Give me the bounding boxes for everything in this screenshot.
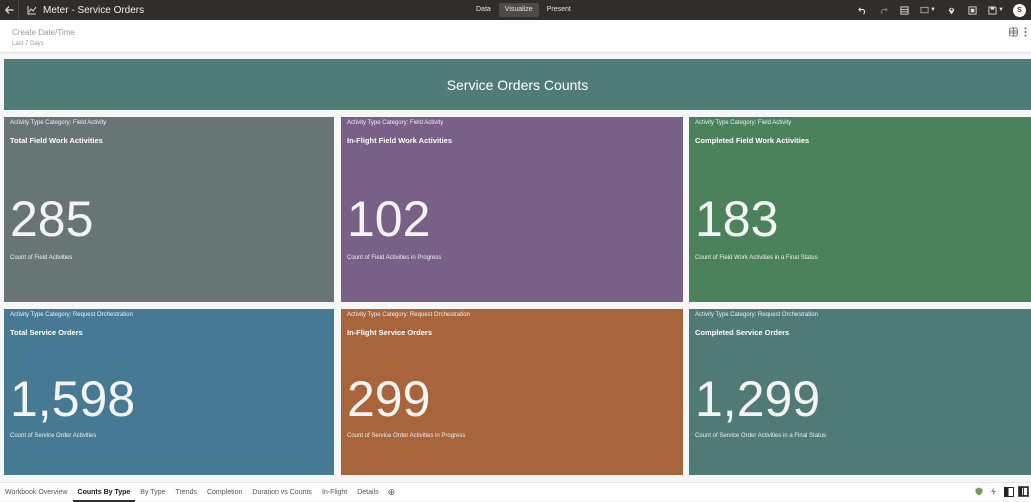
tile-subtitle: Count of Service Order Activities in Pro… [347,433,466,439]
filter-actions [1009,27,1027,37]
tile-category: Activity Type Category: Request Orchestr… [10,312,133,318]
workbook-title: Meter - Service Orders [43,4,145,16]
tab-duration-vs-counts[interactable]: Duration vs Counts [252,488,312,496]
canvas-tab-bar: Workbook Overview Counts By Type By Type… [0,482,1031,502]
more-options-icon[interactable] [1024,27,1027,37]
export-button[interactable] [962,0,983,20]
tile-total-service-orders[interactable]: Activity Type Category: Request Orchestr… [4,309,334,475]
tile-title: In-Flight Service Orders [347,328,433,337]
panel-left-icon[interactable] [1003,486,1014,497]
filter-bar: Create Date/Time Last 7 Days [0,20,1031,53]
save-icon [988,5,997,15]
add-canvas-icon[interactable]: ⊕ [387,486,396,497]
tile-category: Activity Type Category: Request Orchestr… [695,312,818,318]
arrow-left-icon [4,6,13,14]
tile-category: Activity Type Category: Field Activity [10,120,107,126]
add-visualization-button[interactable]: ▼ [915,0,941,20]
mode-switcher: Data Visualize Present [470,3,577,17]
map-pin-button[interactable] [941,0,962,20]
mode-data[interactable]: Data [476,6,491,13]
tile-value: 102 [347,191,431,247]
tile-subtitle: Count of Field Activities in Progress [347,255,442,261]
tile-title: In-Flight Field Work Activities [347,136,453,145]
redo-button[interactable] [873,0,894,20]
redo-icon [880,6,888,15]
tab-in-flight[interactable]: In-Flight [321,488,348,496]
save-button[interactable]: ▼ [983,0,1009,20]
tile-subtitle: Count of Field Activities [10,255,73,261]
tile-value: 299 [347,371,431,427]
tab-details[interactable]: Details [357,488,379,496]
tile-subtitle: Count of Service Order Activities in a F… [695,433,827,439]
shield-check-icon[interactable] [973,486,984,497]
tab-counts-by-type[interactable]: Counts By Type [72,483,136,502]
mode-present[interactable]: Present [546,6,571,13]
tile-value: 1,598 [10,371,136,427]
tab-trends[interactable]: Trends [175,488,197,496]
panel-split-icon[interactable] [1018,486,1029,497]
toolbar: ▼ ▼ S [852,0,1031,20]
comment-icon [920,6,929,13]
tile-value: 1,299 [695,371,821,427]
filter-label: Create Date/Time [12,28,75,37]
export-icon [968,5,977,15]
map-pin-icon [948,7,955,15]
tab-workbook-overview[interactable]: Workbook Overview [5,488,68,496]
tab-by-type[interactable]: By Type [140,488,166,496]
tile-title: Completed Field Work Activities [695,136,810,145]
mode-visualize[interactable]: Visualize [498,3,539,17]
user-avatar[interactable]: S [1013,3,1026,17]
divider [18,0,19,20]
back-button[interactable] [0,0,18,20]
tile-completed-service-orders[interactable]: Activity Type Category: Request Orchestr… [689,309,1031,475]
tile-title: Total Field Work Activities [10,136,103,145]
auto-insights-icon[interactable] [988,486,999,497]
database-refresh-icon [900,5,909,15]
tile-value: 183 [695,191,779,247]
tab-completion[interactable]: Completion [206,488,243,496]
filter-settings-icon[interactable] [1009,27,1018,37]
tile-title: Completed Service Orders [695,328,790,337]
chevron-down-icon: ▼ [930,7,936,13]
dashboard-title: Service Orders Counts [446,76,589,93]
dashboard-header[interactable]: Service Orders Counts [4,59,1031,110]
dashboard-canvas: Service Orders Counts Activity Type Cate… [0,54,1031,482]
chevron-down-icon: ▼ [998,7,1004,13]
data-refresh-button[interactable] [894,0,915,20]
tile-subtitle: Count of Field Work Activities in a Fina… [695,255,818,261]
tile-title: Total Service Orders [10,328,83,337]
tile-total-field-work[interactable]: Activity Type Category: Field Activity T… [4,117,334,302]
tile-category: Activity Type Category: Field Activity [347,120,444,126]
status-icons [973,486,1029,497]
tile-category: Activity Type Category: Request Orchestr… [347,312,470,318]
tile-inflight-field-work[interactable]: Activity Type Category: Field Activity I… [341,117,683,302]
tile-subtitle: Count of Service Order Activities [10,433,97,439]
workbook-chart-icon [27,6,37,15]
tile-inflight-service-orders[interactable]: Activity Type Category: Request Orchestr… [341,309,683,475]
filter-value: Last 7 Days [12,41,44,47]
tile-category: Activity Type Category: Field Activity [695,120,792,126]
tile-value: 285 [10,191,94,247]
top-bar: Meter - Service Orders Data Visualize Pr… [0,0,1031,20]
undo-icon [858,6,866,15]
tile-completed-field-work[interactable]: Activity Type Category: Field Activity C… [689,117,1031,302]
undo-button[interactable] [852,0,873,20]
